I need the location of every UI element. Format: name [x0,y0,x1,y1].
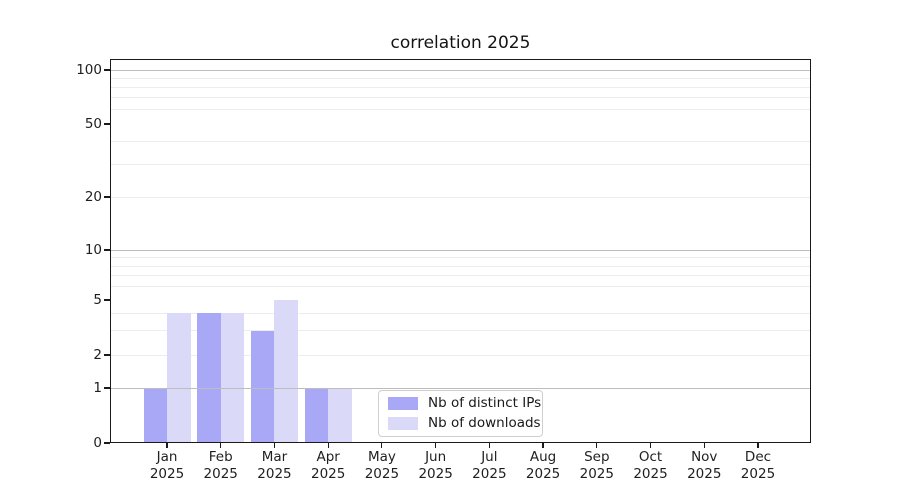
y-tick-mark [104,387,110,389]
x-tick-mark [273,443,276,448]
bar-downloads-apr [328,388,352,443]
x-tick-mark [327,443,329,448]
y-tick-mark [104,69,110,71]
x-tick-label-feb: Feb 2025 [203,449,238,482]
x-tick-mark [381,443,383,448]
legend-label-downloads: Nb of downloads [428,415,541,431]
major-gridline [111,249,810,251]
minor-gridline [111,141,810,143]
x-tick-label-mar: Mar 2025 [257,449,292,482]
x-tick-mark [757,443,759,448]
x-tick-label-may: May 2025 [364,449,400,482]
minor-gridline [111,196,810,198]
bar-downloads-feb [220,313,245,443]
minor-gridline [111,312,810,314]
y-tick-label: 20 [84,189,102,205]
legend-swatch-distinct-ips [388,397,418,410]
minor-gridline [111,330,810,332]
major-gridline [111,69,810,71]
bar-downloads-jan [167,313,191,443]
y-tick-mark [104,249,110,251]
x-tick-label-aug: Aug 2025 [525,449,561,482]
bar-distinct-ips-jan [143,388,167,443]
x-tick-label-oct: Oct 2025 [633,449,668,482]
x-tick-mark [220,443,222,448]
y-tick-mark [104,354,110,356]
bar-distinct-ips-apr [304,388,329,443]
y-tick-label: 5 [93,292,102,308]
x-tick-mark [166,443,168,448]
minor-gridline [111,86,810,88]
y-tick-mark [104,299,110,301]
legend-item-downloads: Nb of downloads [388,415,541,432]
major-gridline [111,387,810,389]
y-tick-label: 10 [84,242,102,258]
minor-gridline [111,275,810,277]
x-tick-label-apr: Apr 2025 [310,449,346,482]
minor-gridline [111,257,810,259]
legend-swatch-downloads [388,417,418,430]
bar-distinct-ips-mar [250,330,275,443]
x-tick-mark [435,443,437,448]
x-tick-label-dec: Dec 2025 [740,449,776,482]
x-tick-mark [596,443,598,448]
y-tick-label: 2 [93,347,102,363]
y-tick-label: 50 [84,116,102,132]
minor-gridline [111,354,810,356]
y-tick-mark [104,442,110,444]
y-tick-mark [104,196,110,198]
minor-gridline [111,265,810,267]
y-tick-label: 100 [76,62,102,78]
x-tick-mark [649,443,652,448]
x-tick-label-nov: Nov 2025 [687,449,722,482]
bar-distinct-ips-feb [197,313,221,443]
legend-item-distinct-ips: Nb of distinct IPs [388,395,541,412]
y-tick-label: 0 [93,435,102,451]
y-tick-label: 1 [93,380,102,396]
x-tick-label-jun: Jun 2025 [418,449,453,482]
x-tick-mark [703,443,705,448]
x-tick-label-jul: Jul 2025 [472,449,507,482]
x-tick-mark [542,443,544,448]
x-tick-label-sep: Sep 2025 [579,449,614,482]
minor-gridline [111,109,810,111]
chart-title: correlation 2025 [390,33,531,53]
x-tick-label-jan: Jan 2025 [149,449,185,482]
bar-downloads-mar [274,300,298,443]
legend-label-distinct-ips: Nb of distinct IPs [428,395,542,411]
minor-gridline [111,77,810,79]
x-tick-mark [488,443,490,448]
minor-gridline [111,164,810,166]
y-tick-mark [104,123,110,125]
minor-gridline [111,97,810,99]
legend: Nb of distinct IPs Nb of downloads [378,390,543,437]
minor-gridline [111,286,810,288]
